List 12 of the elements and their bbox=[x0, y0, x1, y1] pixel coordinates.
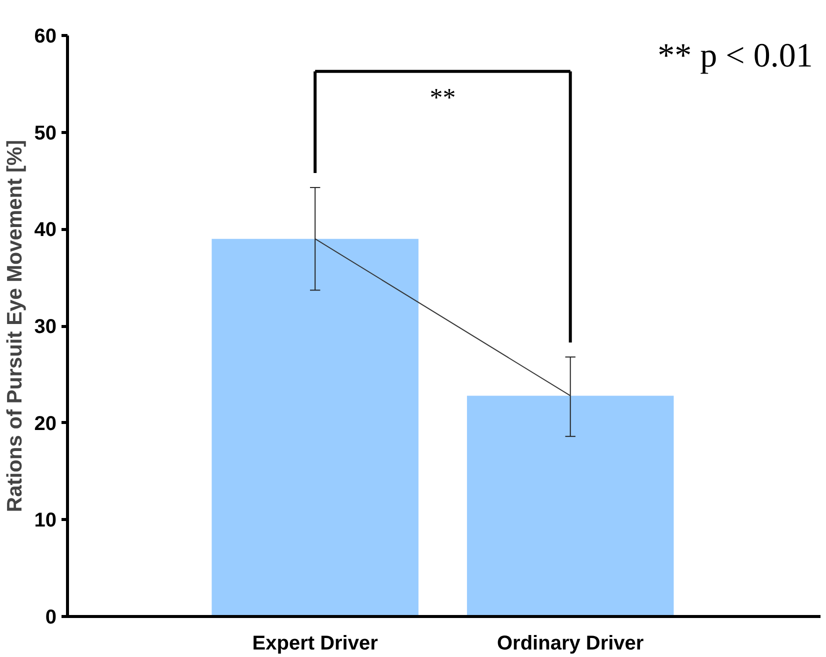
annotation: ** bbox=[430, 82, 456, 112]
annotation: ** p < 0.01 bbox=[658, 38, 813, 74]
y-tick-label: 50 bbox=[34, 122, 57, 144]
y-tick-label: 30 bbox=[34, 316, 57, 338]
y-tick-label: 60 bbox=[34, 26, 57, 48]
y-tick-label: 10 bbox=[34, 510, 57, 532]
y-axis-title: Rations of Pursuit Eye Movement [%] bbox=[3, 140, 26, 512]
y-tick-label: 20 bbox=[34, 412, 57, 435]
y-tick-label: 40 bbox=[34, 219, 57, 242]
x-tick-label: Expert Driver bbox=[252, 632, 378, 654]
x-tick-label: Ordinary Driver bbox=[496, 632, 644, 654]
y-tick-label: 0 bbox=[45, 606, 56, 628]
